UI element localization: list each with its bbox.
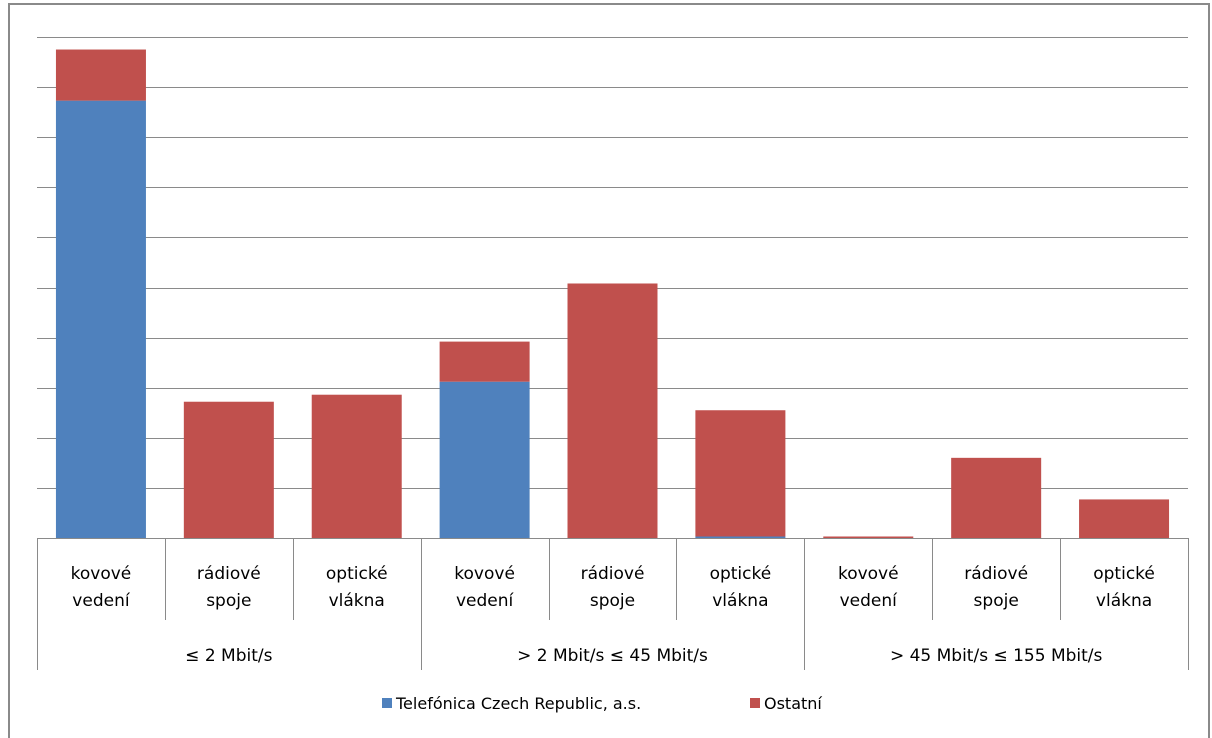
bar-telefonica (439, 381, 530, 538)
bar-ostatni (567, 283, 658, 538)
bar-ostatni (183, 401, 274, 538)
x-tick-label: optické vlákna (326, 564, 388, 611)
legend-swatch (382, 698, 392, 708)
bars (55, 49, 1170, 538)
legend-swatch (750, 698, 760, 708)
x-tick-label: kovové vedení (71, 564, 132, 611)
bar-ostatni (311, 394, 402, 538)
bar-ostatni (951, 457, 1042, 538)
x-tick-label: optické vlákna (710, 564, 772, 611)
x-tick-label: kovové vedení (454, 564, 515, 611)
x-tick-label: kovové vedení (838, 564, 899, 611)
x-group-label: > 45 Mbit/s ≤ 155 Mbit/s (890, 646, 1103, 666)
bar-ostatni (823, 536, 914, 538)
x-tick-label: optické vlákna (1093, 564, 1155, 611)
x-tick-label: rádiové spoje (197, 564, 261, 611)
bar-ostatni (1079, 499, 1170, 538)
legend: Telefónica Czech Republic, a.s. Ostatní (382, 694, 822, 713)
legend-entry: Ostatní (764, 694, 822, 713)
bar-ostatni (439, 341, 530, 382)
x-tick-label: rádiové spoje (581, 564, 645, 611)
x-group-label: > 2 Mbit/s ≤ 45 Mbit/s (517, 646, 708, 666)
x-group-label: ≤ 2 Mbit/s (185, 646, 272, 666)
legend-entry: Telefónica Czech Republic, a.s. (395, 694, 641, 713)
bar-telefonica (695, 536, 786, 538)
bar-ostatni (55, 49, 146, 101)
x-tick-label: rádiové spoje (964, 564, 1028, 611)
bar-ostatni (695, 410, 786, 537)
category-axis: kovové vedení rádiové spoje optické vlákna kov… (37, 538, 1189, 670)
bar-telefonica (55, 100, 146, 538)
